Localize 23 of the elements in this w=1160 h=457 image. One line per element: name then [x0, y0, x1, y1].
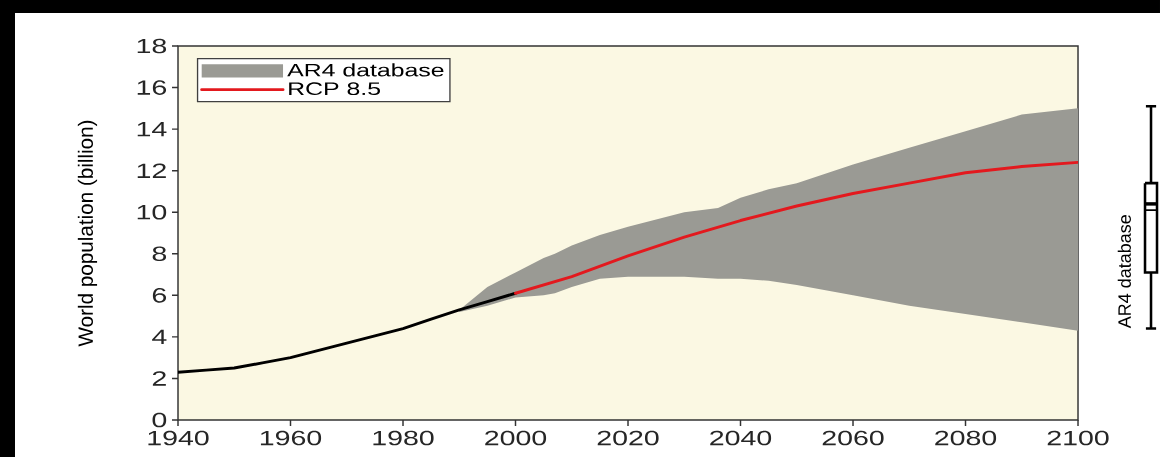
legend-label: AR4 database [287, 63, 444, 77]
line-series [514, 160, 1079, 295]
y-tick-label: 12 [137, 163, 166, 178]
y-tick-label: 18 [137, 38, 167, 54]
x-tick-label: 2040 [710, 430, 772, 446]
y-tick-label: 10 [137, 204, 167, 220]
legend-label: RCP 8.5 [289, 82, 380, 96]
y-tick-label: 4 [152, 329, 167, 344]
y-tick-label: 6 [152, 288, 167, 303]
x-tick-label: 2080 [935, 430, 997, 446]
x-tick-label: 2000 [485, 430, 547, 446]
x-tick-label: 2060 [822, 430, 884, 446]
x-tick-label: 2020 [597, 430, 659, 446]
x-tick-label: 1980 [373, 430, 434, 446]
y-tick-label: 0 [152, 412, 167, 428]
y-axis-title: World population (billion) [77, 120, 98, 347]
y-tick-label: 14 [137, 122, 167, 137]
y-tick-label: 2 [152, 371, 166, 386]
x-tick-label: 1940 [148, 430, 209, 446]
y-tick-label: 8 [152, 246, 167, 262]
x-tick-label: 2100 [1047, 430, 1109, 446]
x-tick-label: 1960 [260, 430, 322, 446]
y-tick-label: 16 [137, 80, 167, 95]
